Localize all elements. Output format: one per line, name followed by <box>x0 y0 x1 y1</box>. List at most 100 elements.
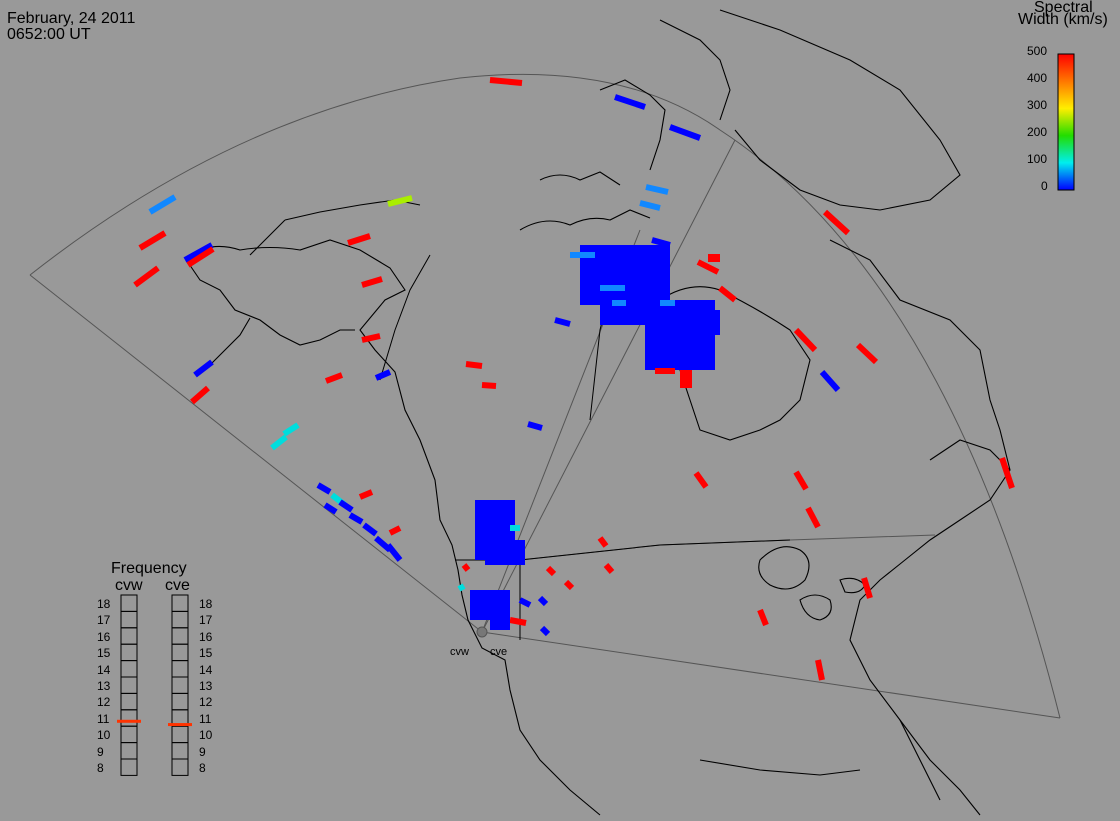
date-label: February, 24 2011 <box>7 10 136 27</box>
frequency-scale-label: 13 <box>199 679 213 693</box>
frequency-scale-label: 18 <box>199 597 213 611</box>
frequency-bars <box>117 594 192 776</box>
radar-label-cve: cve <box>490 646 508 658</box>
frequency-radar-label-cvw: cvw <box>115 577 143 594</box>
echo-cell <box>793 327 818 353</box>
echo-cell <box>537 595 549 607</box>
echo-cluster <box>690 310 720 335</box>
echo-cell <box>612 300 626 306</box>
echo-cell <box>660 300 675 306</box>
echo-cell <box>338 499 354 513</box>
echo-cell <box>614 94 646 110</box>
frequency-scale-label: 17 <box>97 613 111 628</box>
frequency-scale-label: 9 <box>199 744 206 759</box>
time-label: 0652:00 UT <box>7 26 91 43</box>
coastlines <box>184 9 1011 816</box>
echo-cell <box>651 237 671 248</box>
fov-outline <box>29 73 1061 719</box>
frequency-scale-label: 14 <box>97 662 111 677</box>
echo-cell <box>138 230 167 251</box>
echo-cell <box>793 470 809 491</box>
echo-cell <box>708 254 720 262</box>
frequency-marker <box>117 719 141 723</box>
frequency-scale-label: 10 <box>97 728 111 743</box>
echo-cell <box>563 579 575 591</box>
frequency-cell <box>120 660 138 678</box>
radar-echoes <box>133 77 1015 681</box>
frequency-scale-label: 12 <box>199 695 213 710</box>
echo-cell <box>597 536 609 548</box>
frequency-scale-label: 11 <box>97 711 110 726</box>
echo-cell <box>509 617 527 626</box>
echo-cell <box>282 422 300 437</box>
frequency-title: Frequency <box>111 560 187 577</box>
frequency-scale-label: 10 <box>199 728 213 743</box>
frequency-cell <box>120 610 138 629</box>
echo-cell <box>186 246 215 268</box>
frequency-scale-label: 16 <box>199 629 213 644</box>
colorbar-tick: 400 <box>1027 71 1048 85</box>
frequency-scale-label: 8 <box>97 761 104 775</box>
echo-cell <box>603 563 615 574</box>
frequency-scale-label: 13 <box>97 679 111 693</box>
frequency-scale-label: 12 <box>97 695 111 710</box>
echo-cell <box>655 368 675 374</box>
echo-cell <box>324 372 344 384</box>
echo-cell <box>539 625 551 637</box>
colorbar-tick: 0 <box>1041 179 1048 193</box>
colorbar-tick: 100 <box>1027 152 1048 166</box>
frequency-scale-label: 16 <box>97 629 111 644</box>
frequency-cell <box>120 692 138 711</box>
echo-cell <box>757 608 769 627</box>
echo-cell <box>385 543 403 562</box>
echo-cell <box>999 457 1015 489</box>
political-borders <box>379 249 791 640</box>
colorbar-tick: 300 <box>1027 98 1048 112</box>
echo-cell <box>639 200 661 211</box>
frequency-cell <box>171 725 189 744</box>
echo-cell <box>316 482 332 495</box>
frequency-cell <box>120 758 138 776</box>
echo-cell <box>461 563 471 572</box>
echo-cell <box>481 382 497 389</box>
echo-cell <box>668 124 702 141</box>
frequency-cell <box>120 709 138 727</box>
radar-site-marker <box>476 626 488 638</box>
echo-cell <box>457 583 466 592</box>
radar-label-cvw: cvw <box>450 646 469 658</box>
echo-cell <box>861 577 873 599</box>
echo-cell <box>805 506 821 529</box>
frequency-scale-label: 14 <box>199 662 213 677</box>
echo-cell <box>193 359 214 378</box>
echo-cell <box>696 259 720 275</box>
frequency-cell <box>171 594 189 612</box>
frequency-cell <box>171 610 189 629</box>
echo-cell <box>148 194 177 215</box>
frequency-scale-label: 15 <box>97 646 111 661</box>
echo-cell <box>718 285 737 303</box>
echo-cluster <box>490 610 510 630</box>
echo-cell <box>347 233 371 246</box>
echo-cell <box>554 317 571 327</box>
echo-cell <box>361 276 383 288</box>
echo-cluster <box>485 540 525 565</box>
echo-cell <box>361 333 381 343</box>
frequency-cell <box>120 627 138 645</box>
echo-cell <box>190 385 210 405</box>
echo-cell <box>545 565 557 577</box>
echo-cell <box>819 370 841 392</box>
echo-cell <box>489 77 523 86</box>
echo-cell <box>570 252 595 258</box>
frequency-scale-label: 11 <box>199 711 212 726</box>
echo-cluster <box>600 270 650 325</box>
colorbar-title-line2: Width (km/s) <box>1018 11 1108 28</box>
echo-cell <box>693 471 709 489</box>
echo-cell <box>362 522 378 537</box>
frequency-cell <box>120 725 138 744</box>
echo-cell <box>323 502 338 515</box>
colorbar-tick: 200 <box>1027 125 1048 139</box>
frequency-radar-label-cve: cve <box>165 577 190 594</box>
frequency-scale-label: 18 <box>97 597 111 611</box>
